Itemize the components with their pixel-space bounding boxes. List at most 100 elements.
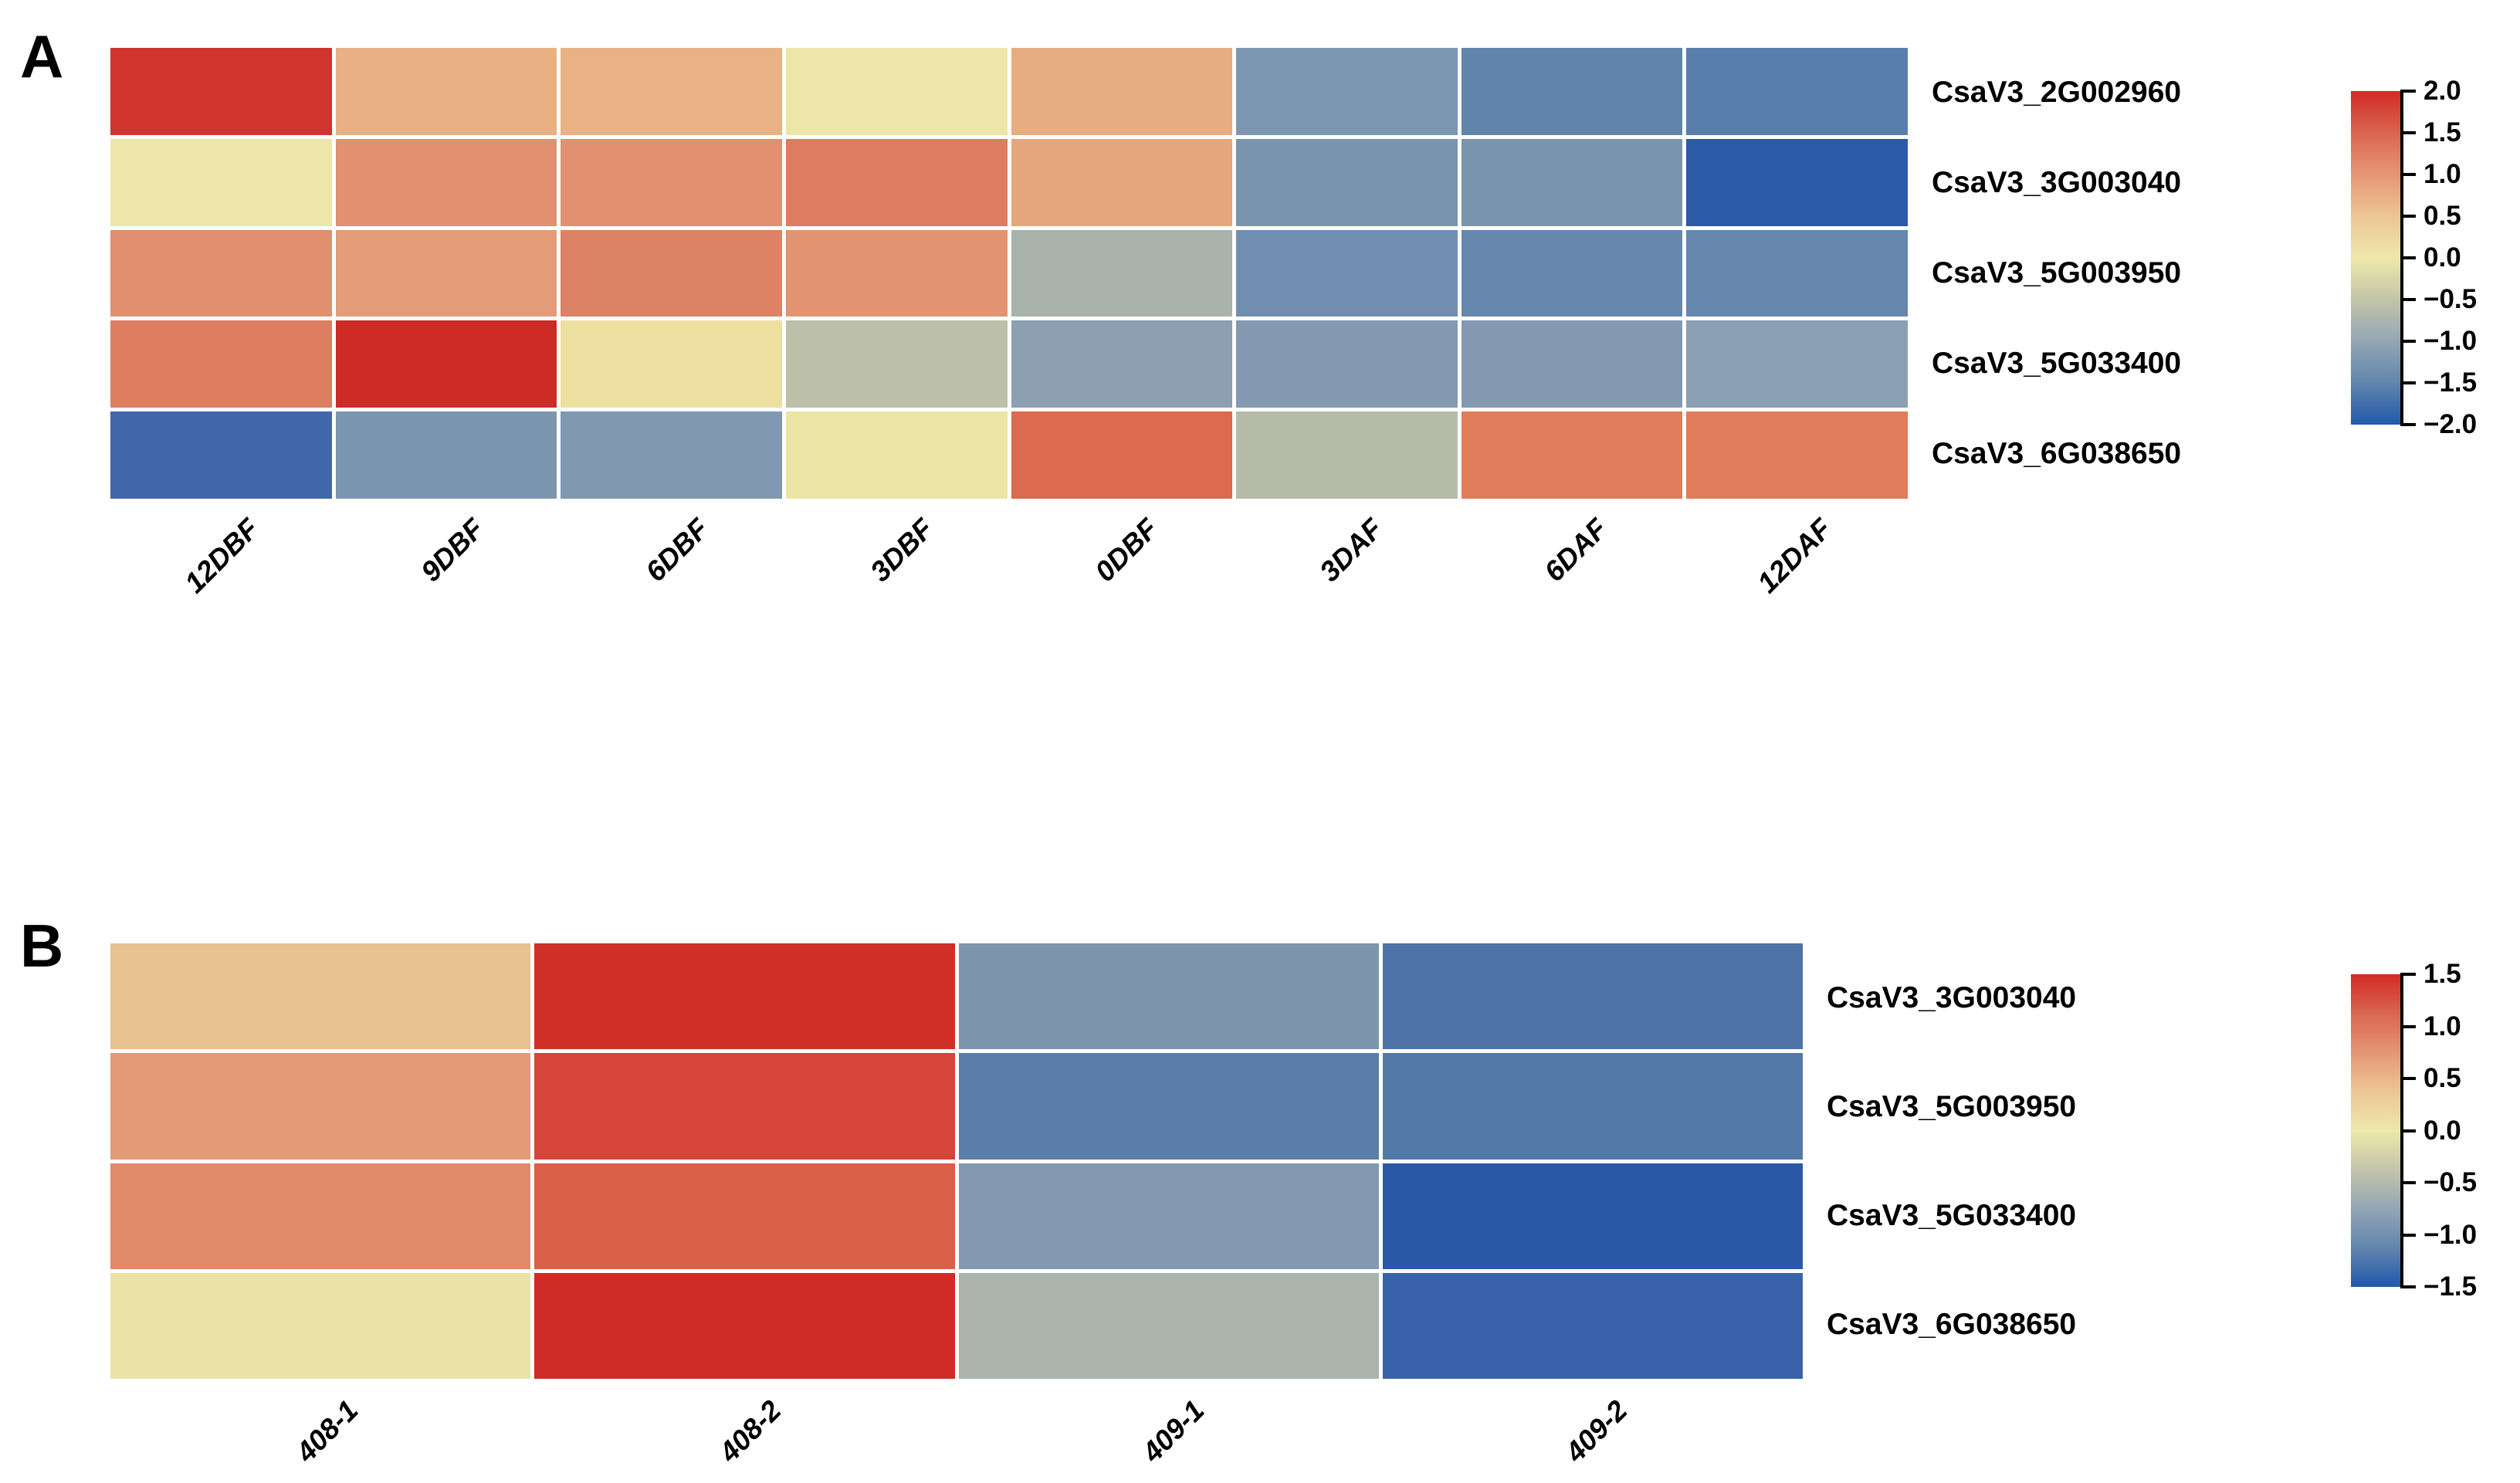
heatmap-cell — [561, 229, 782, 317]
heatmap-cell — [1236, 320, 1458, 408]
heatmap-cell — [335, 229, 557, 317]
heatmap-cell — [1686, 320, 1908, 408]
colorbar-tick-label: −1.0 — [2423, 326, 2478, 356]
colorbar-tick — [2400, 340, 2416, 343]
colorbar-tick-label: 0.0 — [2423, 1115, 2461, 1146]
colorbar-tick-label: −0.5 — [2423, 1167, 2478, 1197]
heatmap-cell — [1011, 48, 1233, 135]
heatmap-cell — [1382, 943, 1803, 1050]
colorbar-gradient — [2351, 91, 2403, 425]
heatmap-cell — [110, 411, 332, 499]
heatmap-cell — [335, 48, 557, 135]
panel-a-label: A — [20, 22, 64, 90]
colorbar-tick-label: 2.0 — [2423, 76, 2461, 106]
heatmap-cell — [561, 138, 782, 226]
heatmap-cell — [335, 320, 557, 408]
heatmap-cell — [1236, 48, 1458, 135]
colorbar-tick — [2400, 423, 2416, 426]
x-tick-label: 409-1 — [1136, 1394, 1211, 1468]
row-label: CsaV3_5G003950 — [1827, 1089, 2077, 1123]
heatmap-grid — [110, 943, 1803, 1379]
heatmap-cell — [534, 1053, 955, 1160]
heatmap-cell — [1011, 229, 1233, 317]
colorbar-tick-label: −2.0 — [2423, 409, 2478, 439]
heatmap-cell — [335, 138, 557, 226]
heatmap-cell — [785, 320, 1008, 408]
heatmap-cell — [534, 943, 955, 1050]
panel-b-label: B — [20, 912, 64, 980]
x-tick-label: 12DBF — [178, 513, 266, 599]
colorbar-tick-label: 1.0 — [2423, 1011, 2461, 1041]
heatmap-cell — [1461, 320, 1683, 408]
colorbar-tick-label: 1.0 — [2423, 159, 2461, 189]
colorbar-tick — [2400, 1181, 2416, 1184]
heatmap-cell — [1011, 138, 1233, 226]
heatmap-cell — [1236, 411, 1458, 499]
heatmap-cell — [958, 1053, 1379, 1160]
colorbar-tick — [2400, 973, 2416, 976]
row-label: CsaV3_2G002960 — [1932, 76, 2182, 110]
row-label: CsaV3_3G003040 — [1932, 166, 2182, 200]
colorbar-tick-label: −0.5 — [2423, 284, 2478, 314]
row-label: CsaV3_6G038650 — [1827, 1307, 2077, 1341]
heatmap-cell — [1461, 229, 1683, 317]
colorbar-tick — [2400, 1077, 2416, 1080]
colorbar: 2.0 1.5 1.0 0.5 0.0 −0.5 −1.0 −1.5 −2.0 — [2351, 76, 2520, 455]
heatmap-cell — [534, 1272, 955, 1379]
heatmap-cell — [1461, 411, 1683, 499]
x-tick-label: 408-2 — [713, 1394, 788, 1468]
heatmap-cell — [561, 320, 782, 408]
colorbar-tick — [2400, 1129, 2416, 1133]
x-tick-label: 409-2 — [1560, 1394, 1634, 1468]
heatmap-cell — [1382, 1163, 1803, 1269]
colorbar-tick-label: 1.5 — [2423, 117, 2461, 147]
heatmap-cell — [335, 411, 557, 499]
colorbar-tick-label: 0.0 — [2423, 242, 2461, 273]
colorbar-tick-label: 1.5 — [2423, 959, 2461, 989]
heatmap-cell — [1461, 138, 1683, 226]
colorbar-tick — [2400, 298, 2416, 301]
heatmap-cell — [110, 320, 332, 408]
heatmap-cell — [110, 1163, 531, 1269]
heatmap-cell — [1382, 1272, 1803, 1379]
colorbar-tick — [2400, 256, 2416, 259]
x-tick-label: 0DBF — [1089, 513, 1164, 588]
heatmap-cell — [1011, 320, 1233, 408]
heatmap-cell — [1686, 229, 1908, 317]
heatmap-cell — [785, 229, 1008, 317]
heatmap-grid — [110, 48, 1908, 499]
colorbar-tick — [2400, 215, 2416, 218]
colorbar-tick — [2400, 1285, 2416, 1288]
colorbar-tick-label: −1.5 — [2423, 367, 2478, 398]
x-tick-label: 12DAF — [1751, 513, 1838, 599]
x-tick-label: 3DBF — [864, 513, 940, 588]
colorbar-tick — [2400, 381, 2416, 384]
colorbar-tick-label: −1.0 — [2423, 1219, 2478, 1250]
heatmap-cell — [561, 48, 782, 135]
x-tick-label: 6DBF — [639, 513, 715, 588]
heatmap-cell — [785, 138, 1008, 226]
heatmap-cell — [110, 229, 332, 317]
heatmap-cell — [110, 1053, 531, 1160]
heatmap-cell — [1461, 48, 1683, 135]
heatmap-cell — [785, 48, 1008, 135]
heatmap-cell — [958, 1163, 1379, 1269]
heatmap-cell — [1011, 411, 1233, 499]
colorbar-tick — [2400, 173, 2416, 176]
heatmap-cell — [110, 943, 531, 1050]
colorbar-tick-label: 0.5 — [2423, 201, 2461, 231]
heatmap-cell — [785, 411, 1008, 499]
heatmap-cell — [1236, 138, 1458, 226]
colorbar-tick — [2400, 1233, 2416, 1237]
x-tick-label: 3DAF — [1313, 513, 1389, 588]
x-tick-label: 408-1 — [290, 1394, 364, 1468]
heatmap-cell — [1686, 138, 1908, 226]
heatmap-cell — [110, 48, 332, 135]
row-label: CsaV3_6G038650 — [1932, 436, 2182, 470]
row-label: CsaV3_5G033400 — [1827, 1198, 2077, 1232]
colorbar-tick-label: 0.5 — [2423, 1063, 2461, 1093]
heatmap-cell — [110, 138, 332, 226]
x-tick-label: 9DBF — [415, 513, 490, 588]
heatmap-cell — [958, 943, 1379, 1050]
